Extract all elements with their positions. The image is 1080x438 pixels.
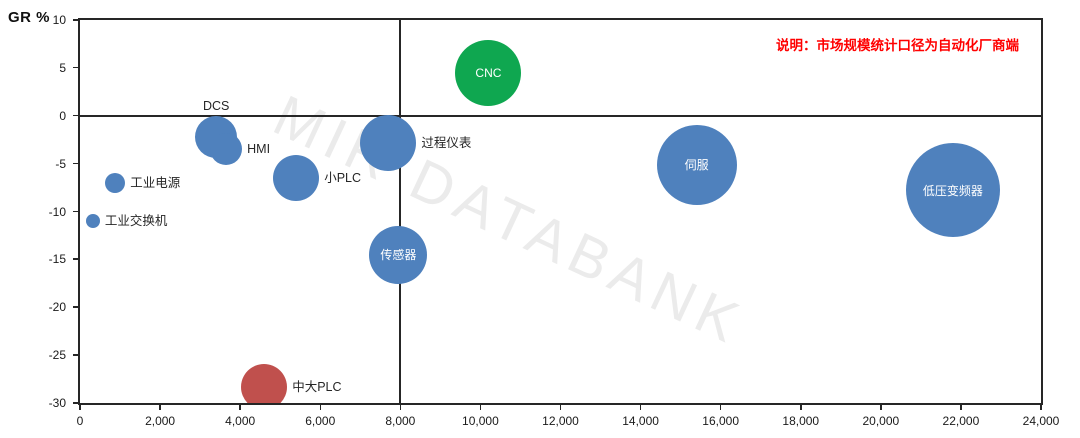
y-tick-mark	[73, 402, 78, 404]
y-axis-title: GR %	[8, 9, 51, 26]
plot-area: MIR DATABANK CNC DCS HMI 工业电源工业交换机 小PLC 过程仪表传…	[78, 18, 1043, 405]
bubble-industrial-power	[105, 172, 126, 193]
x-tick-label: 0	[76, 414, 84, 428]
x-tick-mark	[719, 405, 722, 410]
y-tick-label: 0	[59, 108, 66, 123]
zero-reference-line	[80, 114, 1041, 117]
x-tick-label: 4,000	[225, 414, 256, 428]
bubble-hmi	[210, 133, 243, 166]
y-tick-label: 5	[59, 60, 66, 75]
x-tick-label: 6,000	[305, 414, 336, 428]
bubble-label-industrial-power: 工业电源	[130, 175, 181, 190]
x-tick-label: 16,000	[702, 414, 739, 428]
x-tick-mark	[639, 405, 642, 410]
y-tick-mark	[73, 306, 78, 308]
bubble-label-industrial-switch: 工业交换机	[104, 214, 168, 229]
x-tick-label: 14,000	[622, 414, 659, 428]
y-tick-mark	[73, 258, 78, 260]
y-tick-label: -10	[48, 204, 66, 219]
bubble-label-medium-large-plc: 中大PLC	[292, 379, 342, 394]
y-tick-label: -5	[55, 156, 66, 171]
x-tick-mark	[159, 405, 161, 410]
x-tick-label: 24,000	[1022, 414, 1060, 428]
y-tick-label: -20	[48, 300, 66, 315]
y-tick-mark	[73, 114, 78, 117]
bubble-sensor: 传感器	[369, 225, 428, 284]
bubble-industrial-switch	[85, 214, 100, 229]
bubble-servo: 伺服	[656, 124, 737, 205]
x-tick-mark	[559, 405, 562, 410]
y-tick-mark	[73, 19, 78, 21]
bubble-small-plc	[273, 154, 320, 201]
x-tick-label: 8,000	[385, 414, 416, 428]
bubble-lv-inverter: 低压变频器	[905, 143, 1000, 238]
y-tick-label: 10	[52, 13, 66, 27]
y-tick-label: -25	[48, 348, 66, 363]
y-tick-mark	[73, 354, 78, 356]
y-tick-mark	[73, 66, 78, 69]
x-tick-label: 18,000	[782, 414, 820, 428]
bubble-cnc: CNC	[455, 39, 522, 106]
bubble-medium-large-plc	[241, 363, 288, 403]
x-tick-mark	[960, 405, 962, 410]
x-tick-label: 22,000	[942, 414, 980, 428]
x-tick-mark	[239, 405, 241, 410]
watermark-text: MIR DATABANK	[264, 82, 755, 358]
bubble-label-small-plc: 小PLC	[324, 170, 362, 185]
bubble-label-lv-inverter: 低压变频器	[922, 183, 983, 198]
y-tick-label: -15	[48, 252, 66, 267]
x-tick-label: 12,000	[542, 414, 579, 428]
x-tick-mark	[800, 405, 802, 410]
x-tick-label: 2,000	[145, 414, 176, 428]
y-tick-mark	[73, 162, 78, 165]
x-tick-mark	[399, 405, 402, 410]
y-tick-label: -30	[48, 396, 66, 410]
x-tick-mark	[1040, 405, 1042, 410]
x-tick-mark	[319, 405, 321, 410]
chart-note: 说明：市场规模统计口径为自动化厂商端	[776, 38, 1019, 53]
y-tick-mark	[73, 210, 78, 212]
x-tick-mark	[880, 405, 882, 410]
bubble-label-servo: 伺服	[684, 158, 709, 173]
x-tick-label: 20,000	[862, 414, 900, 428]
bubble-process-instrument	[360, 114, 417, 171]
bubble-label-cnc: CNC	[475, 65, 502, 80]
bubble-label-hmi: HMI	[247, 142, 271, 157]
x-tick-label: 10,000	[462, 414, 499, 428]
x-tick-mark	[79, 405, 81, 410]
bubble-label-process-instrument: 过程仪表	[421, 135, 472, 150]
bubble-label-sensor: 传感器	[380, 248, 417, 263]
vertical-reference-line	[399, 20, 402, 403]
x-tick-mark	[479, 405, 482, 410]
bubble-label-dcs: DCS	[202, 98, 230, 113]
